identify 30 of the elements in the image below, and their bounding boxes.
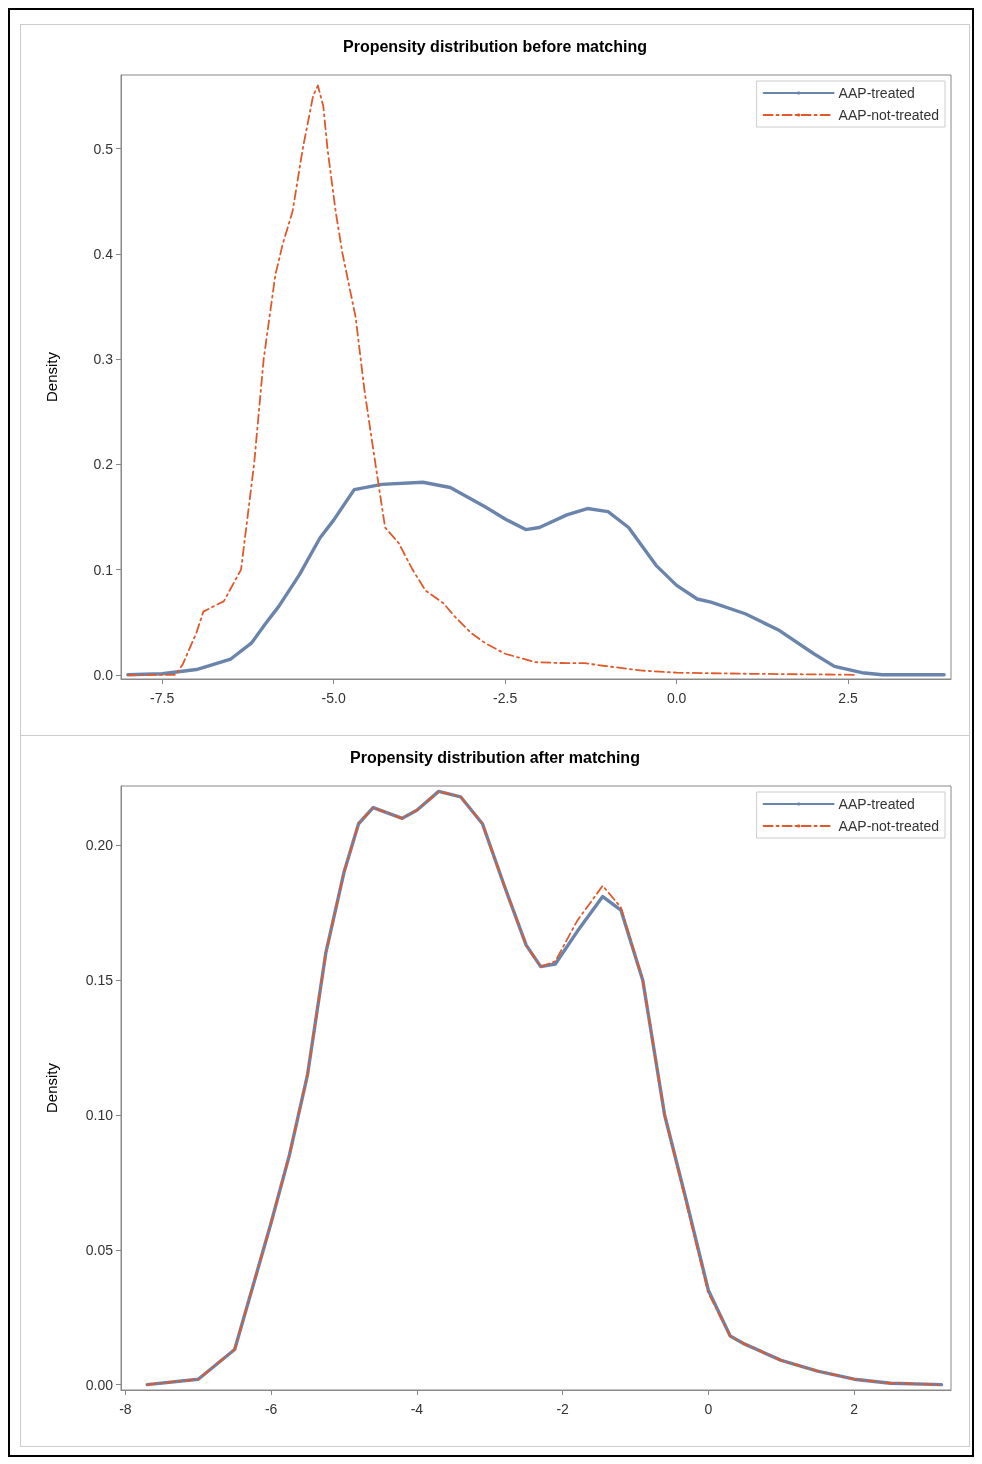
x-tick-label: -7.5 [150, 690, 175, 706]
y-tick-label: 0.00 [85, 1376, 114, 1393]
legend-label: AAP-not-treated [838, 818, 939, 834]
y-tick-label: 0.4 [93, 245, 114, 262]
y-tick-label: 0.2 [93, 456, 114, 473]
y-tick-label: 0.1 [93, 561, 114, 578]
x-tick-label: -4 [410, 1401, 424, 1417]
x-tick-label: -5.0 [321, 690, 346, 706]
x-tick-label: -8 [119, 1401, 132, 1417]
x-tick-label: 2.5 [838, 690, 859, 706]
y-tick-label: 0.15 [85, 972, 114, 989]
y-axis-title: Density [43, 351, 60, 403]
y-tick-label: 0.05 [85, 1241, 114, 1258]
chart-title: Propensity distribution before matching [342, 37, 648, 55]
x-tick-label: -2 [556, 1401, 570, 1417]
x-tick-label: -2.5 [493, 690, 518, 706]
y-axis-title: Density [43, 1062, 60, 1114]
y-tick-label: 0.20 [85, 837, 114, 854]
x-tick-label: 0.0 [666, 690, 687, 706]
y-tick-label: 0.3 [93, 351, 114, 368]
y-tick-label: 0.5 [93, 140, 114, 157]
legend-label: AAP-treated [838, 85, 915, 101]
x-tick-label: -6 [264, 1401, 278, 1417]
y-tick-label: 0.0 [93, 666, 114, 683]
x-tick-label: 0 [704, 1401, 713, 1417]
chart-title: Propensity distribution after matching [350, 748, 640, 766]
legend-label: AAP-treated [838, 796, 915, 812]
x-tick-label: 2 [850, 1401, 859, 1417]
legend-label: AAP-not-treated [838, 107, 939, 123]
y-tick-label: 0.10 [85, 1106, 114, 1123]
